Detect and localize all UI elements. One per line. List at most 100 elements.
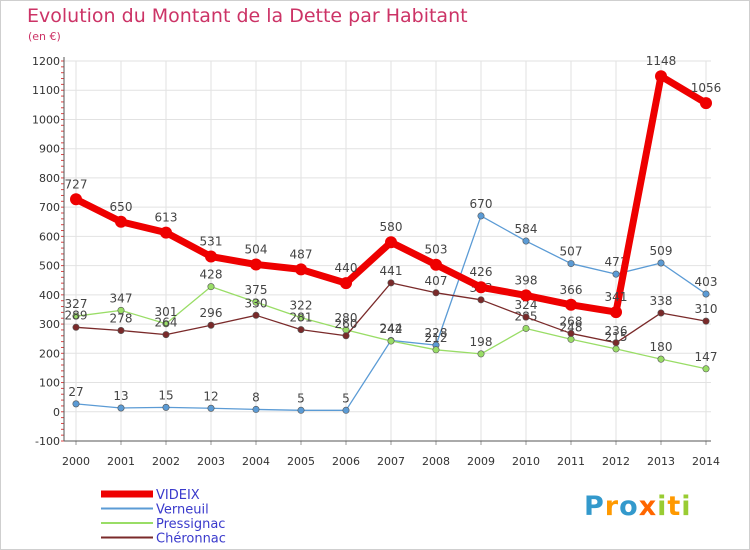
data-label: 670 [470, 197, 493, 211]
data-point-Pressignac [117, 306, 125, 314]
x-tick-label: 2004 [242, 455, 270, 468]
y-tick-label: 1000 [32, 113, 60, 126]
data-label: 278 [110, 312, 133, 326]
data-point-VIDEIX [115, 215, 127, 228]
data-label: 13 [113, 389, 128, 403]
data-label: 1148 [646, 54, 677, 68]
data-point-Chéronnac [657, 309, 665, 317]
data-label: 215 [605, 330, 628, 344]
y-tick-label: 700 [39, 201, 60, 214]
data-point-Chéronnac [702, 317, 710, 325]
data-label: 198 [470, 335, 493, 349]
x-tick-label: 2006 [332, 455, 360, 468]
data-label: 310 [695, 302, 718, 316]
legend-label: Chéronnac [156, 532, 226, 547]
data-label: 407 [425, 274, 448, 288]
chart-subtitle: (en €) [28, 30, 61, 43]
data-point-Pressignac [657, 355, 665, 363]
data-point-Pressignac [162, 320, 170, 328]
data-point-Verneuil [252, 405, 260, 413]
data-label: 504 [245, 242, 268, 256]
data-label: 289 [65, 308, 88, 322]
logo-letter: t [667, 491, 682, 522]
x-tick-label: 2005 [287, 455, 315, 468]
data-label: 260 [335, 317, 358, 331]
x-tick-label: 2002 [152, 455, 180, 468]
y-tick-label: 1100 [32, 84, 60, 97]
data-label: 12 [203, 389, 218, 403]
data-label: 5 [297, 391, 305, 405]
data-label: 727 [65, 177, 88, 191]
y-tick-label: 300 [39, 318, 60, 331]
x-tick-label: 2008 [422, 455, 450, 468]
data-point-VIDEIX [565, 298, 577, 311]
logo-letter: x [638, 491, 658, 522]
data-point-Pressignac [702, 365, 710, 373]
data-label: 15 [158, 388, 173, 402]
y-tick-label: -100 [35, 435, 60, 448]
data-label: 327 [65, 297, 88, 311]
x-tick-label: 2007 [377, 455, 405, 468]
proxiti-logo: Proxiti [584, 491, 692, 522]
x-tick-label: 2012 [602, 455, 630, 468]
data-label: 341 [605, 290, 628, 304]
data-point-Pressignac [567, 335, 575, 343]
data-point-Verneuil [297, 406, 305, 414]
legend-label: VIDEIX [156, 488, 200, 503]
data-point-VIDEIX [295, 263, 307, 276]
data-label: 613 [155, 211, 178, 225]
data-point-Pressignac [432, 346, 440, 354]
data-point-Pressignac [252, 298, 260, 306]
data-label: 487 [290, 247, 313, 261]
data-point-VIDEIX [610, 306, 622, 319]
data-point-VIDEIX [430, 258, 442, 271]
data-point-VIDEIX [520, 289, 532, 302]
data-point-Verneuil [342, 406, 350, 414]
data-point-Chéronnac [117, 327, 125, 335]
data-point-Verneuil [72, 400, 80, 408]
data-point-Chéronnac [612, 339, 620, 347]
data-label: 347 [110, 291, 133, 305]
x-tick-label: 2001 [107, 455, 135, 468]
data-point-Verneuil [162, 403, 170, 411]
data-point-Pressignac [522, 324, 530, 332]
y-tick-label: 400 [39, 289, 60, 302]
data-point-Verneuil [702, 290, 710, 298]
data-point-Chéronnac [477, 296, 485, 304]
data-label: 244 [380, 321, 403, 335]
data-point-Chéronnac [207, 321, 215, 329]
data-point-Chéronnac [567, 329, 575, 337]
data-label: 301 [155, 305, 178, 319]
data-point-Verneuil [567, 260, 575, 268]
logo-letter: r [604, 491, 620, 522]
data-label: 27 [68, 385, 83, 399]
data-point-VIDEIX [655, 70, 667, 83]
data-point-Pressignac [72, 312, 80, 320]
legend-label: Pressignac [156, 517, 225, 532]
data-point-Chéronnac [252, 311, 260, 319]
data-label: 281 [290, 311, 313, 325]
data-point-Pressignac [477, 350, 485, 358]
data-point-Chéronnac [387, 279, 395, 287]
data-point-Verneuil [117, 404, 125, 412]
data-label: 322 [290, 299, 313, 313]
data-label: 296 [200, 306, 223, 320]
data-label: 584 [515, 222, 538, 236]
data-label: 268 [560, 314, 583, 328]
chart-title: Evolution du Montant de la Dette par Hab… [27, 5, 468, 27]
x-tick-label: 2013 [647, 455, 675, 468]
x-tick-label: 2010 [512, 455, 540, 468]
x-tick-label: 2014 [692, 455, 720, 468]
data-label: 503 [425, 243, 448, 257]
data-label: 242 [380, 322, 403, 336]
data-label: 8 [252, 390, 260, 404]
data-point-Chéronnac [297, 326, 305, 334]
data-point-Chéronnac [72, 323, 80, 331]
data-label: 426 [470, 265, 493, 279]
y-tick-label: 100 [39, 377, 60, 390]
data-label: 428 [200, 268, 223, 282]
data-label: 366 [560, 283, 583, 297]
data-label: 531 [200, 235, 223, 249]
